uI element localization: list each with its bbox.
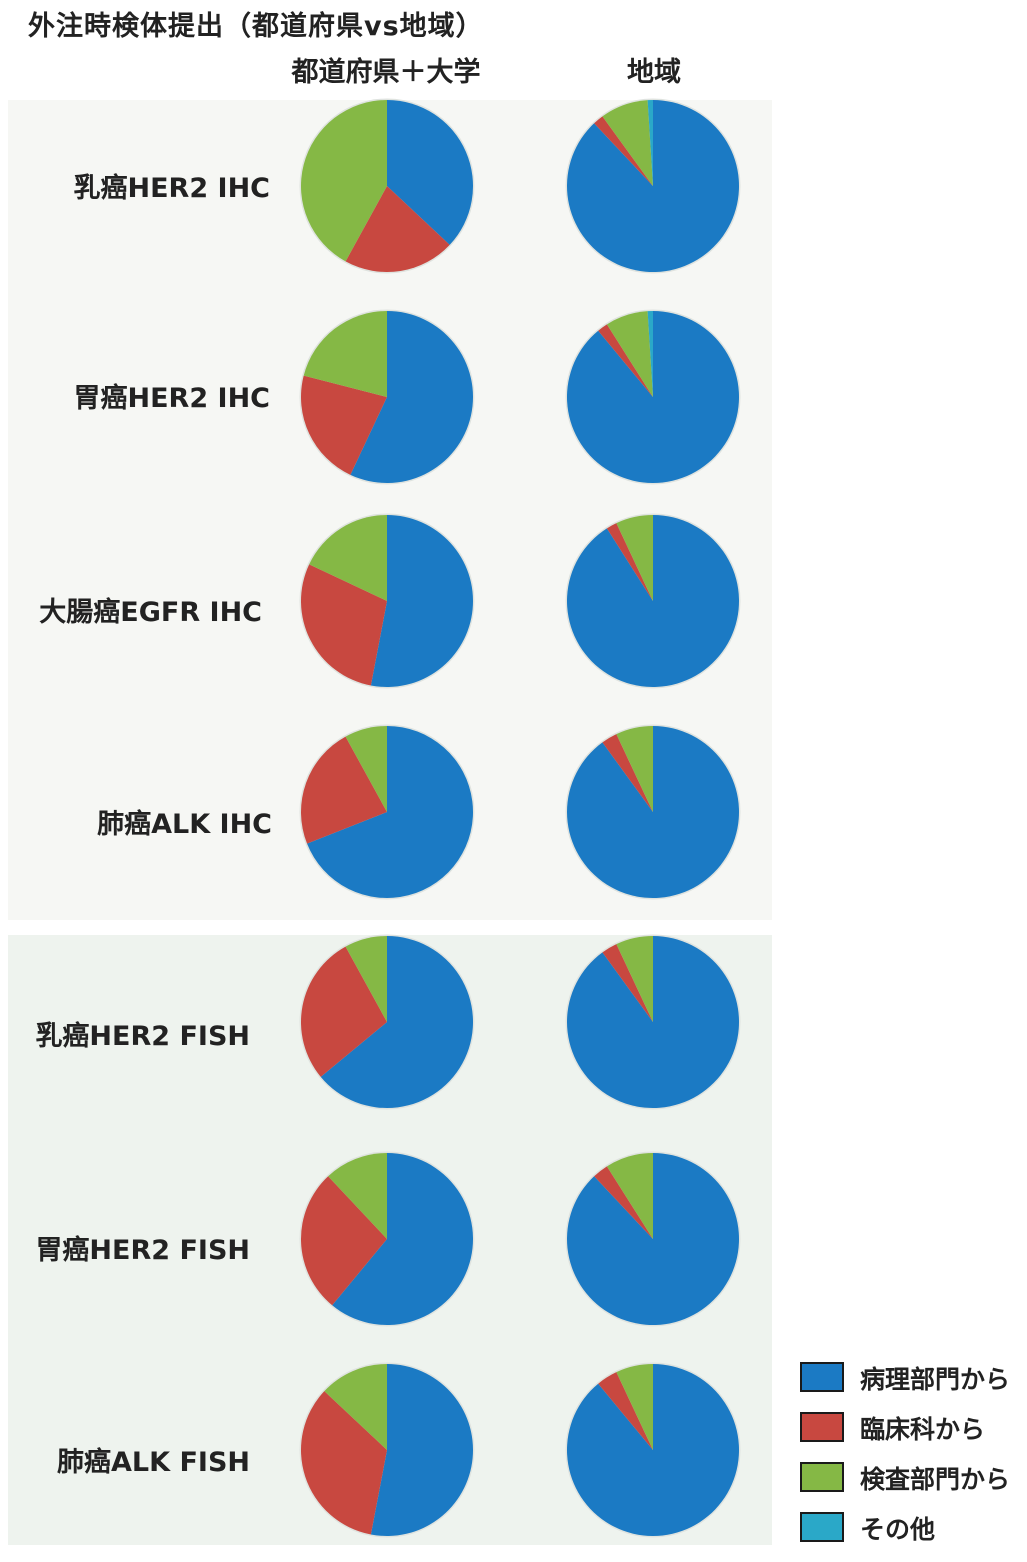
pie-slice-lab bbox=[616, 1364, 653, 1450]
legend-label-pathology: 病理部門から bbox=[860, 1365, 1011, 1394]
column-header-prefecture: 都道府県＋大学 bbox=[291, 57, 481, 88]
pie-slice-pathology bbox=[332, 1153, 473, 1325]
pie-chart bbox=[565, 513, 741, 689]
pie-slice-lab bbox=[616, 515, 653, 601]
pie-slice-other bbox=[647, 100, 653, 186]
row-label: 大腸癌EGFR IHC bbox=[39, 597, 262, 628]
legend-label-other: その他 bbox=[860, 1515, 936, 1544]
column-header-region: 地域 bbox=[627, 57, 681, 88]
row-label: 胃癌HER2 FISH bbox=[35, 1235, 250, 1266]
pie-slice-clinical bbox=[602, 944, 653, 1022]
pie-slice-clinical bbox=[598, 324, 653, 397]
row-label: 肺癌ALK IHC bbox=[97, 809, 272, 840]
pie-slice-lab bbox=[345, 936, 387, 1022]
pie-slice-clinical bbox=[598, 1372, 653, 1450]
pie-chart bbox=[299, 1362, 475, 1538]
pie-chart bbox=[565, 309, 741, 485]
legend-swatch-lab bbox=[800, 1462, 844, 1492]
pie-slice-pathology bbox=[387, 100, 473, 245]
pie-slice-lab bbox=[309, 515, 387, 601]
pie-slice-clinical bbox=[301, 564, 387, 686]
legend-swatch-pathology bbox=[800, 1362, 844, 1392]
pie-slice-clinical bbox=[602, 734, 653, 812]
pie-chart bbox=[299, 724, 475, 900]
pie-chart bbox=[299, 934, 475, 1110]
pie-slice-clinical bbox=[594, 116, 653, 186]
pie-slice-lab bbox=[328, 1153, 387, 1239]
chart-title: 外注時検体提出（都道府県vs地域） bbox=[28, 11, 484, 42]
pie-chart bbox=[565, 1151, 741, 1327]
pie-chart bbox=[299, 309, 475, 485]
row-label: 肺癌ALK FISH bbox=[57, 1447, 250, 1478]
pie-chart bbox=[565, 934, 741, 1110]
pie-slice-lab bbox=[616, 936, 653, 1022]
pie-slice-lab bbox=[602, 100, 653, 186]
pie-slice-clinical bbox=[594, 1166, 653, 1239]
pie-slice-pathology bbox=[370, 515, 473, 687]
pie-slice-clinical bbox=[300, 1176, 387, 1306]
pie-chart bbox=[565, 724, 741, 900]
pie-chart bbox=[299, 1151, 475, 1327]
pie-slice-pathology bbox=[567, 726, 740, 898]
pie-slice-lab bbox=[606, 311, 653, 397]
legend-swatch-other bbox=[800, 1512, 844, 1542]
pie-chart bbox=[565, 1362, 741, 1538]
row-label: 乳癌HER2 IHC bbox=[73, 173, 270, 204]
legend-label-clinical: 臨床科から bbox=[860, 1415, 986, 1444]
pie-slice-clinical bbox=[606, 523, 653, 601]
pie-chart bbox=[299, 513, 475, 689]
pie-slice-other bbox=[647, 311, 653, 397]
pie-slice-lab bbox=[606, 1153, 653, 1239]
pie-slice-lab bbox=[303, 311, 387, 397]
pie-slice-lab bbox=[616, 726, 653, 812]
pie-slice-clinical bbox=[301, 736, 387, 844]
pie-slice-lab bbox=[324, 1363, 387, 1450]
pie-slice-clinical bbox=[301, 946, 387, 1077]
pie-slice-clinical bbox=[300, 1391, 387, 1535]
row-label: 胃癌HER2 IHC bbox=[73, 383, 270, 414]
pie-slice-pathology bbox=[320, 936, 474, 1108]
pie-slice-pathology bbox=[370, 1364, 473, 1536]
pie-slice-clinical bbox=[301, 375, 387, 475]
pie-slice-lab bbox=[300, 100, 387, 262]
pie-chart bbox=[299, 98, 475, 274]
pie-slice-clinical bbox=[345, 186, 450, 272]
pie-slice-pathology bbox=[566, 936, 739, 1108]
pie-chart bbox=[565, 98, 741, 274]
legend-label-lab: 検査部門から bbox=[860, 1465, 1011, 1494]
pie-slice-lab bbox=[345, 726, 387, 812]
pie-slice-pathology bbox=[350, 311, 474, 483]
legend-swatch-clinical bbox=[800, 1412, 844, 1442]
pie-slice-pathology bbox=[307, 726, 473, 898]
row-label: 乳癌HER2 FISH bbox=[35, 1021, 250, 1052]
